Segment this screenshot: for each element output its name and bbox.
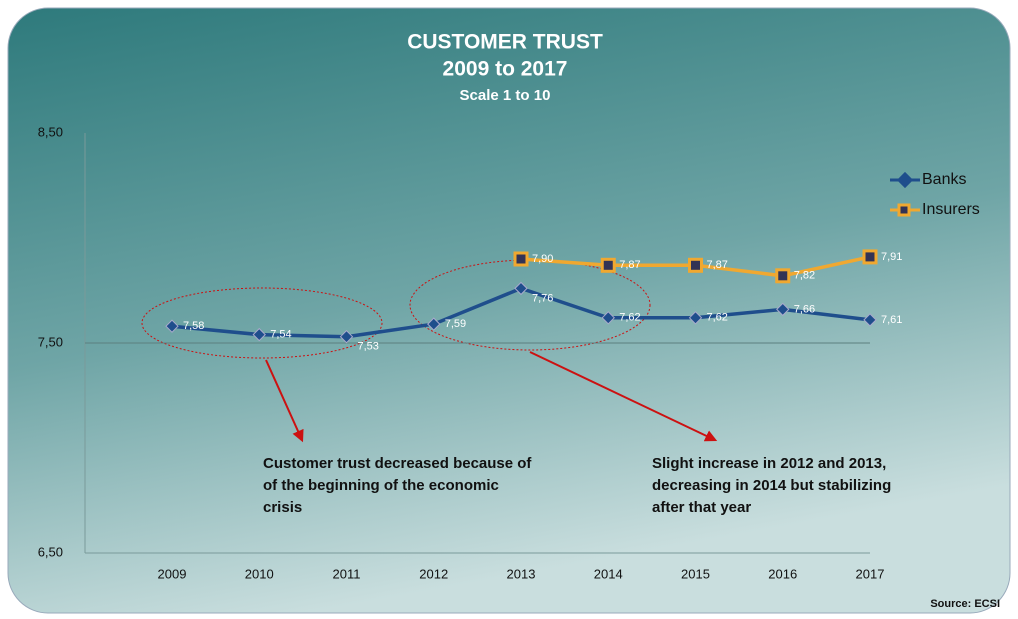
marker — [252, 327, 266, 342]
x-tick-label: 2014 — [594, 566, 623, 581]
value-label: 7,90 — [532, 253, 553, 265]
x-tick-label: 2016 — [768, 566, 797, 581]
x-tick-label: 2017 — [856, 566, 885, 581]
annotation: Customer trust decreased because of — [263, 455, 532, 472]
annotation: after that year — [652, 499, 751, 516]
arrow — [265, 359, 304, 443]
x-tick-label: 2015 — [681, 566, 710, 581]
value-label: 7,59 — [445, 318, 466, 330]
marker — [776, 302, 790, 317]
value-label: 7,58 — [183, 320, 204, 332]
annotation: Slight increase in 2012 and 2013, — [652, 455, 886, 472]
value-label: 7,76 — [532, 292, 553, 304]
title: 2009 to 2017 — [443, 58, 568, 81]
annotation: crisis — [263, 499, 302, 516]
subtitle: Scale 1 to 10 — [460, 87, 551, 104]
value-label: 7,82 — [794, 270, 815, 282]
marker — [601, 311, 615, 325]
marker — [688, 257, 703, 273]
value-label: 7,54 — [270, 329, 291, 341]
source: Source: ECSI — [930, 598, 1000, 610]
y-tick-label: 8,50 — [38, 124, 63, 139]
marker — [600, 257, 616, 273]
value-label: 7,62 — [707, 312, 728, 324]
y-tick-label: 6,50 — [38, 544, 63, 559]
marker — [165, 319, 179, 333]
marker — [514, 281, 528, 296]
marker — [862, 249, 878, 265]
marker — [775, 268, 791, 284]
marker — [513, 251, 529, 267]
marker — [339, 329, 354, 344]
legend-label: Insurers — [922, 201, 980, 218]
value-label: 7,61 — [881, 314, 902, 326]
arrow — [529, 351, 718, 442]
x-tick-label: 2011 — [333, 566, 361, 581]
title: CUSTOMER TRUST — [407, 31, 603, 54]
value-label: 7,87 — [619, 259, 640, 271]
marker — [863, 313, 877, 327]
x-tick-label: 2010 — [245, 566, 274, 581]
value-label: 7,66 — [794, 303, 815, 315]
highlight — [141, 287, 383, 359]
x-tick-label: 2009 — [158, 566, 187, 581]
x-tick-label: 2012 — [419, 566, 448, 581]
legend-marker — [897, 203, 911, 217]
marker — [427, 317, 441, 331]
marker — [688, 311, 703, 325]
legend-marker — [890, 171, 920, 189]
value-label: 7,87 — [707, 259, 728, 271]
annotation: of the beginning of the economic — [263, 477, 499, 494]
legend-label: Banks — [922, 171, 966, 188]
value-label: 7,53 — [358, 341, 379, 353]
annotation: decreasing in 2014 but stabilizing — [652, 477, 891, 494]
x-tick-label: 2013 — [507, 566, 536, 581]
value-label: 7,91 — [881, 251, 902, 263]
y-tick-label: 7,50 — [38, 334, 63, 349]
value-label: 7,62 — [619, 312, 640, 324]
background — [7, 7, 1011, 614]
